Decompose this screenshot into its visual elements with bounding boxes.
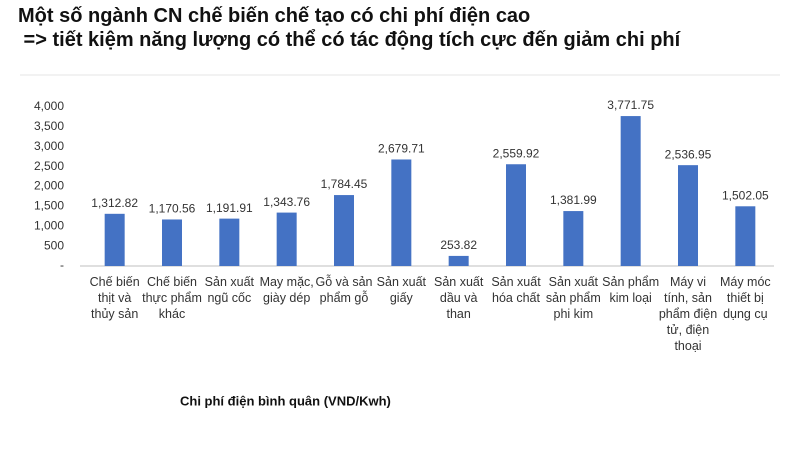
value-label: 1,191.91 — [206, 201, 253, 215]
value-label: 3,771.75 — [607, 98, 654, 112]
x-tick-label: Gỗ và sản phẩm gỗ — [315, 275, 373, 305]
bar — [506, 164, 526, 266]
y-tick-label: 3,000 — [34, 139, 64, 153]
bar — [104, 213, 125, 266]
y-tick-label: 500 — [44, 238, 64, 252]
y-tick-label: - — [60, 258, 64, 272]
value-label: 2,559.92 — [493, 146, 540, 160]
bar — [620, 116, 641, 266]
bar — [678, 165, 698, 266]
x-tick-label: Sản phẩm kim loại — [602, 275, 660, 305]
x-tick-label: Chế biến thịt và thủy sản — [89, 275, 140, 321]
value-label: 1,343.76 — [263, 195, 310, 209]
y-tick-label: 2,000 — [34, 179, 64, 193]
chart-subtitle: => tiết kiệm năng lượng có thể có tác độ… — [18, 29, 682, 51]
chart-title: Một số ngành CN chế biến chế tạo có chi … — [18, 5, 530, 27]
y-tick-label: 1,000 — [34, 218, 64, 232]
bar — [334, 195, 354, 266]
y-tick-label: 3,500 — [34, 119, 64, 133]
x-tick-label: Sản xuất dầu và than — [433, 275, 484, 321]
bar — [563, 211, 584, 266]
value-label: 2,536.95 — [665, 147, 712, 161]
value-label: 1,784.45 — [321, 177, 368, 191]
x-tick-label: May mặc, giày dép — [259, 275, 314, 305]
y-tick-label: 1,500 — [34, 199, 64, 213]
bar — [276, 212, 297, 266]
bar — [219, 218, 240, 266]
value-label: 1,312.82 — [91, 196, 138, 210]
y-tick-label: 2,500 — [34, 159, 64, 173]
x-tick-label: Sản xuất sản phẩm phi kim — [545, 275, 601, 321]
x-tick-label: Chế biến thực phẩm khác — [142, 275, 202, 321]
x-tick-label: Sản xuất hóa chất — [491, 275, 541, 305]
bar — [391, 159, 412, 266]
x-axis-label: Chi phí điện bình quân (VND/Kwh) — [180, 393, 391, 408]
x-tick-label: Máy vi tính, sản phẩm điện tử, điện thoạ… — [658, 275, 718, 353]
value-label: 1,170.56 — [149, 202, 196, 216]
bar — [735, 206, 756, 266]
bar — [162, 219, 182, 266]
x-tick-label: Sản xuất ngũ cốc — [204, 275, 254, 305]
x-tick-label: Máy móc thiết bị dụng cụ — [719, 275, 771, 321]
value-label: 1,502.05 — [722, 188, 769, 202]
value-label: 2,679.71 — [378, 142, 425, 156]
value-label: 253.82 — [440, 238, 477, 252]
bar — [448, 255, 469, 266]
x-tick-label: Sản xuất giấy — [376, 275, 426, 305]
value-label: 1,381.99 — [550, 193, 597, 207]
y-tick-label: 4,000 — [34, 99, 64, 113]
